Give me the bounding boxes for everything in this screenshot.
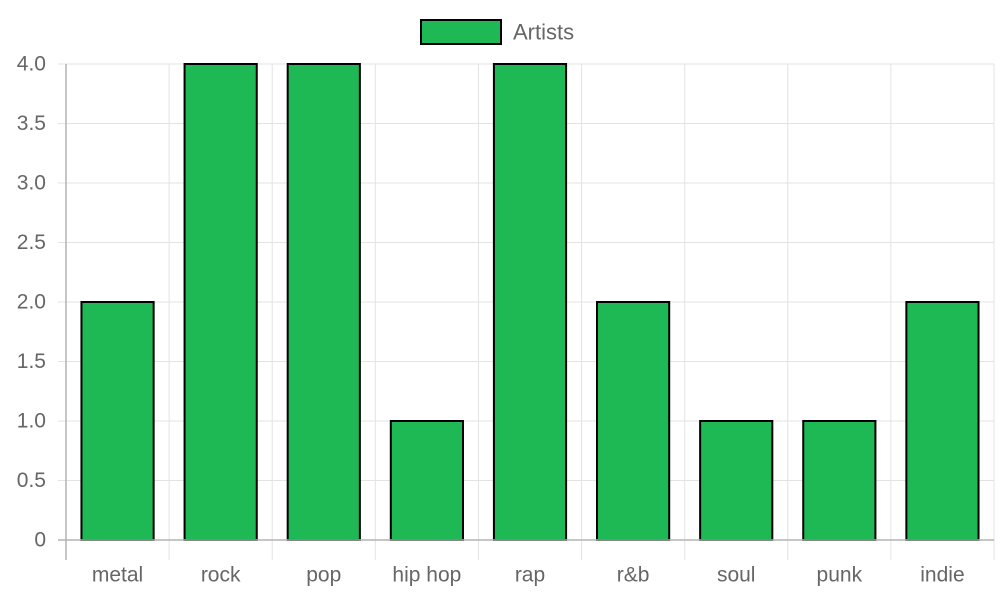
legend[interactable]: Artists — [420, 19, 574, 45]
y-tick-label: 2.0 — [17, 291, 46, 314]
bar-hip-hop[interactable] — [389, 420, 464, 541]
x-tick-label: pop — [306, 564, 341, 587]
y-tick-label: 3.5 — [17, 112, 46, 135]
x-tick-label: punk — [817, 564, 863, 587]
y-tick-label: 0.5 — [17, 469, 46, 492]
bar-rock[interactable] — [183, 63, 258, 541]
axes — [58, 64, 994, 560]
y-tick-label: 4.0 — [17, 53, 46, 76]
bar-soul[interactable] — [699, 420, 774, 541]
y-tick-label: 2.5 — [17, 231, 46, 254]
x-tick-label: r&b — [617, 564, 650, 587]
bar-pop[interactable] — [286, 63, 361, 541]
bars — [80, 63, 980, 541]
bar-indie[interactable] — [905, 301, 980, 541]
x-tick-label: metal — [92, 564, 143, 587]
x-tick-label: indie — [920, 564, 964, 587]
bar-metal[interactable] — [80, 301, 155, 541]
bar-punk[interactable] — [802, 420, 877, 541]
y-tick-label: 3.0 — [17, 172, 46, 195]
bar-r-b[interactable] — [596, 301, 671, 541]
legend-swatch[interactable] — [420, 19, 502, 45]
y-tick-label: 1.0 — [17, 410, 46, 433]
x-tick-label: rap — [515, 564, 545, 587]
x-tick-label: rock — [201, 564, 241, 587]
y-tick-label: 1.5 — [17, 350, 46, 373]
y-tick-label: 0 — [34, 529, 46, 552]
x-tick-label: hip hop — [392, 564, 461, 587]
x-tick-label: soul — [717, 564, 756, 587]
y-axis-ticks: 0 0.5 1.0 1.5 2.0 2.5 3.0 3.5 4.0 — [17, 53, 46, 552]
legend-label[interactable]: Artists — [513, 20, 574, 45]
x-axis-ticks: metal rock pop hip hop rap r&b soul punk indie — [92, 564, 965, 587]
bar-rap[interactable] — [492, 63, 568, 541]
